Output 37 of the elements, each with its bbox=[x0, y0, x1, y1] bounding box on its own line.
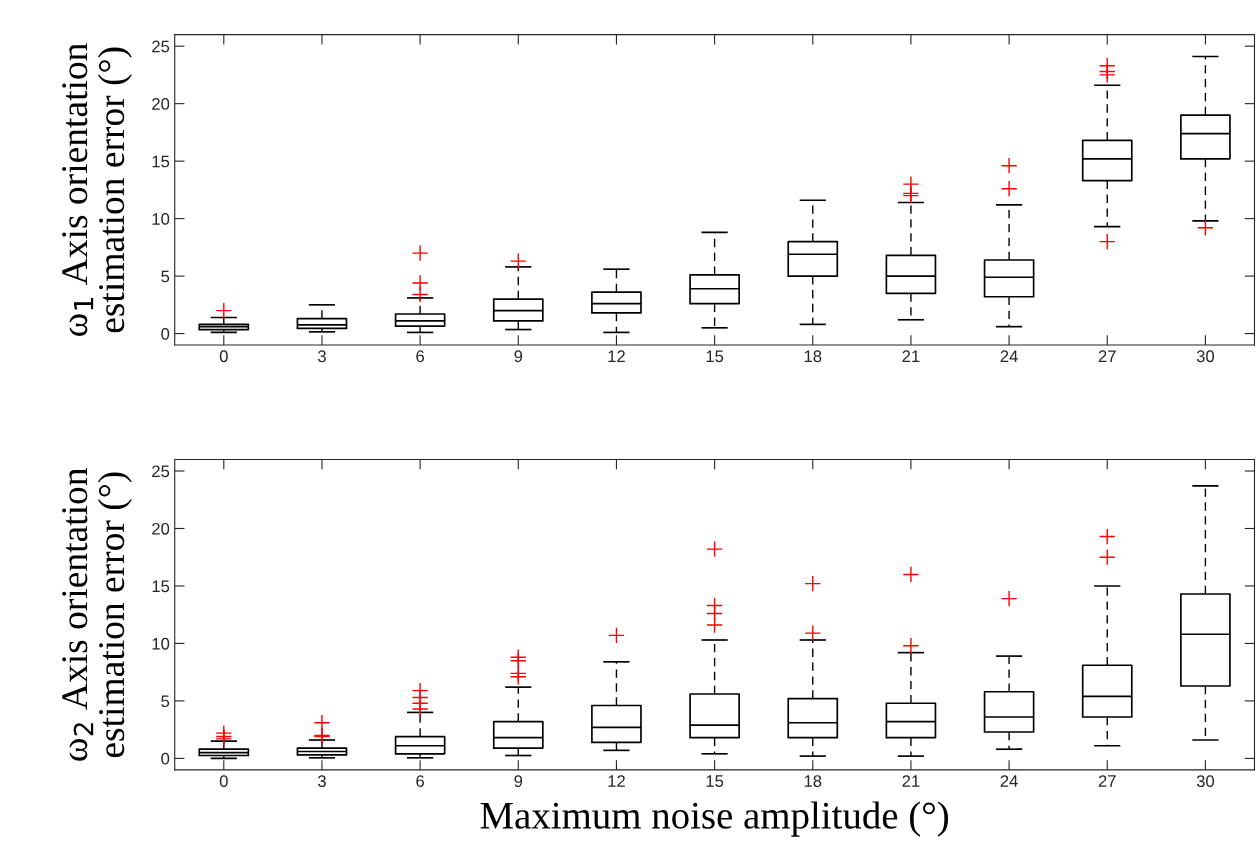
y-axis-title: ω$_{2}$ Axis orientation estimation error (°) bbox=[62, 468, 132, 761]
x-tick-label: 30 bbox=[1196, 350, 1215, 363]
x-tick-label: 30 bbox=[1196, 775, 1215, 787]
y-tick-label: 25 bbox=[152, 40, 170, 53]
x-tick-label: 24 bbox=[1000, 350, 1018, 363]
x-axis-title: Maximum noise amplitude (°) bbox=[480, 801, 949, 837]
x-tick-label: 24 bbox=[1000, 775, 1018, 787]
x-tick-label: 9 bbox=[514, 350, 523, 363]
x-tick-label: 0 bbox=[219, 775, 228, 787]
y-tick-label: 15 bbox=[152, 580, 170, 593]
y-tick-label: 10 bbox=[152, 213, 170, 225]
x-tick-label: 15 bbox=[706, 350, 724, 363]
y-tick-label: 0 bbox=[161, 327, 170, 340]
x-tick-label: 3 bbox=[317, 775, 326, 787]
x-tick-label: 12 bbox=[608, 775, 625, 787]
x-tick-label: 3 bbox=[317, 350, 326, 363]
y-tick-label: 20 bbox=[152, 522, 170, 535]
x-tick-label: 27 bbox=[1098, 350, 1116, 363]
x-tick-label: 18 bbox=[804, 350, 822, 363]
y-tick-label: 5 bbox=[161, 270, 170, 283]
x-tick-label: 21 bbox=[902, 775, 920, 787]
x-tick-label: 21 bbox=[902, 350, 920, 363]
x-tick-label: 0 bbox=[219, 350, 228, 363]
y-tick-label: 5 bbox=[161, 695, 170, 708]
x-tick-label: 18 bbox=[804, 775, 822, 787]
x-tick-label: 15 bbox=[706, 775, 724, 787]
y-tick-label: 15 bbox=[152, 155, 170, 168]
y-tick-label: 20 bbox=[152, 98, 170, 110]
y-tick-label: 10 bbox=[152, 637, 170, 650]
x-tick-label: 6 bbox=[416, 350, 425, 363]
y-tick-label: 25 bbox=[152, 465, 170, 478]
x-tick-label: 27 bbox=[1098, 775, 1116, 787]
y-axis-title: ω$_{1}$ Axis orientation estimation error (°) bbox=[62, 43, 132, 336]
x-tick-label: 12 bbox=[608, 350, 625, 363]
y-tick-label: 0 bbox=[161, 752, 170, 765]
x-tick-label: 6 bbox=[416, 775, 425, 787]
x-tick-label: 9 bbox=[514, 775, 523, 787]
